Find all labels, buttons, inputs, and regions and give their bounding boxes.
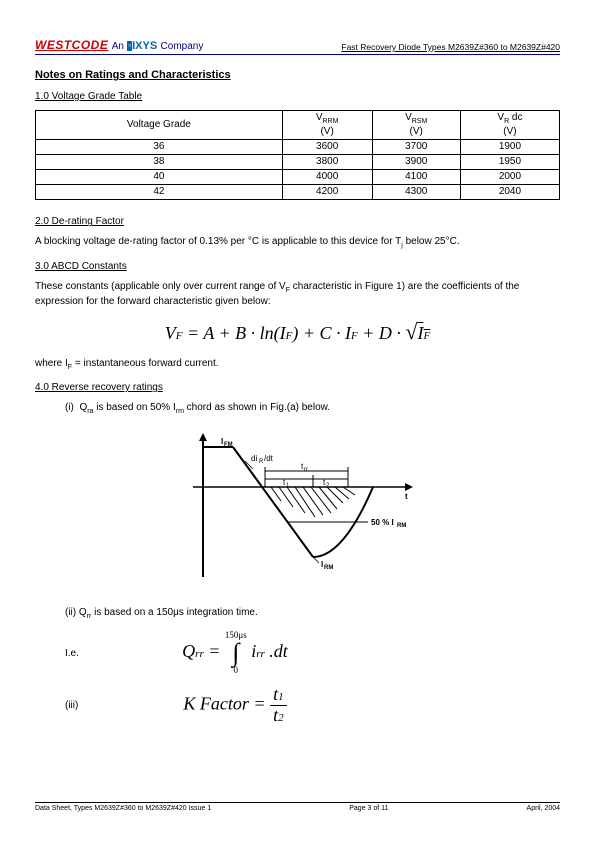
cell: 4000 bbox=[282, 170, 372, 185]
voltage-grade-table: Voltage Grade VRRM(V) VRSM(V) VR dc(V) 3… bbox=[35, 110, 560, 200]
cell: 2000 bbox=[460, 170, 559, 185]
cell: 4300 bbox=[372, 185, 460, 200]
label-50irm: 50 % I bbox=[371, 518, 394, 527]
cell: 2040 bbox=[460, 185, 559, 200]
header-company: Company bbox=[161, 41, 204, 52]
cell: 3900 bbox=[372, 155, 460, 170]
col-vrrm: VRRM(V) bbox=[282, 111, 372, 140]
cell: 40 bbox=[36, 170, 283, 185]
svg-text:1: 1 bbox=[286, 483, 290, 489]
page-footer: Data Sheet, Types M2639Z#360 to M2639Z#4… bbox=[35, 802, 560, 812]
cell: 3600 bbox=[282, 140, 372, 155]
header-right: Fast Recovery Diode Types M2639Z#360 to … bbox=[341, 42, 560, 52]
svg-text:rr: rr bbox=[304, 467, 308, 473]
col-sub: RRM bbox=[323, 118, 339, 125]
svg-text:RM: RM bbox=[324, 565, 333, 571]
formula-qrr-row: I.e. Qrr = 150μs ∫ 0 irr .dt bbox=[35, 631, 560, 675]
table-row: 42420043002040 bbox=[36, 185, 560, 200]
section-2-text: A blocking voltage de-rating factor of 0… bbox=[35, 235, 560, 250]
formula-kfactor-row: (iii) K Factor = t1 t2 bbox=[35, 685, 560, 726]
col-label: Voltage Grade bbox=[127, 119, 191, 130]
brand-ixys: IXYS bbox=[132, 40, 157, 52]
page-header: WESTCODE An ▫IXYS Company Fast Recovery … bbox=[35, 38, 560, 55]
svg-text:RM: RM bbox=[397, 523, 406, 529]
table-row: 40400041002000 bbox=[36, 170, 560, 185]
recovery-svg-icon: IFM diR/dt trr t1 t2 t 50 % IRM IRM bbox=[173, 427, 423, 587]
section-2-head: 2.0 De-rating Factor bbox=[35, 216, 560, 227]
table-row: 38380039001950 bbox=[36, 155, 560, 170]
cell: 3700 bbox=[372, 140, 460, 155]
section-4-head: 4.0 Reverse recovery ratings bbox=[35, 382, 560, 393]
table-header-row: Voltage Grade VRRM(V) VRSM(V) VR dc(V) bbox=[36, 111, 560, 140]
section-4-i: (i) Qra is based on 50% Irm chord as sho… bbox=[35, 401, 560, 416]
col-sub: RSM bbox=[412, 118, 428, 125]
table-row: 36360037001900 bbox=[36, 140, 560, 155]
section-3-after: where IF = instantaneous forward current… bbox=[35, 357, 560, 372]
svg-text:/dt: /dt bbox=[264, 454, 274, 463]
cell: 1900 bbox=[460, 140, 559, 155]
label-t-axis: t bbox=[405, 492, 408, 501]
int-bot: 0 bbox=[234, 666, 239, 675]
col-vrsm: VRSM(V) bbox=[372, 111, 460, 140]
cell: 3800 bbox=[282, 155, 372, 170]
label-ifm: I bbox=[221, 437, 223, 446]
cell: 38 bbox=[36, 155, 283, 170]
section-3-head: 3.0 ABCD Constants bbox=[35, 261, 560, 272]
col-sub: R bbox=[504, 118, 509, 125]
svg-text:2: 2 bbox=[326, 483, 330, 489]
header-left: WESTCODE An ▫IXYS Company bbox=[35, 38, 203, 52]
page-title: Notes on Ratings and Characteristics bbox=[35, 69, 560, 81]
cell: 1950 bbox=[460, 155, 559, 170]
ie-label: I.e. bbox=[35, 648, 125, 659]
recovery-diagram: IFM diR/dt trr t1 t2 t 50 % IRM IRM bbox=[35, 427, 560, 590]
svg-text:FM: FM bbox=[224, 442, 233, 448]
section-3-text: These constants (applicable only over cu… bbox=[35, 280, 560, 309]
section-4-ii: (ii) Qrr is based on a 150μs integration… bbox=[35, 606, 560, 621]
col-vrdc: VR dc(V) bbox=[460, 111, 559, 140]
cell: 36 bbox=[36, 140, 283, 155]
cell: 4100 bbox=[372, 170, 460, 185]
section-1-head: 1.0 Voltage Grade Table bbox=[35, 91, 560, 102]
iii-label: (iii) bbox=[35, 700, 125, 711]
footer-right: April, 2004 bbox=[527, 805, 560, 812]
label-dir: di bbox=[251, 454, 257, 463]
brand-westcode: WESTCODE bbox=[35, 38, 108, 52]
cell: 42 bbox=[36, 185, 283, 200]
formula-kfactor: K Factor = t1 t2 bbox=[125, 685, 345, 726]
label-irm: I bbox=[321, 560, 323, 569]
col-grade: Voltage Grade bbox=[36, 111, 283, 140]
formula-qrr: Qrr = 150μs ∫ 0 irr .dt bbox=[125, 631, 345, 675]
formula-vf: VF = A + B · ln(IF) + C · IF + D · √IF bbox=[35, 319, 560, 345]
header-an: An bbox=[112, 41, 124, 52]
footer-left: Data Sheet, Types M2639Z#360 to M2639Z#4… bbox=[35, 805, 211, 812]
footer-center: Page 3 of 11 bbox=[349, 805, 388, 812]
cell: 4200 bbox=[282, 185, 372, 200]
